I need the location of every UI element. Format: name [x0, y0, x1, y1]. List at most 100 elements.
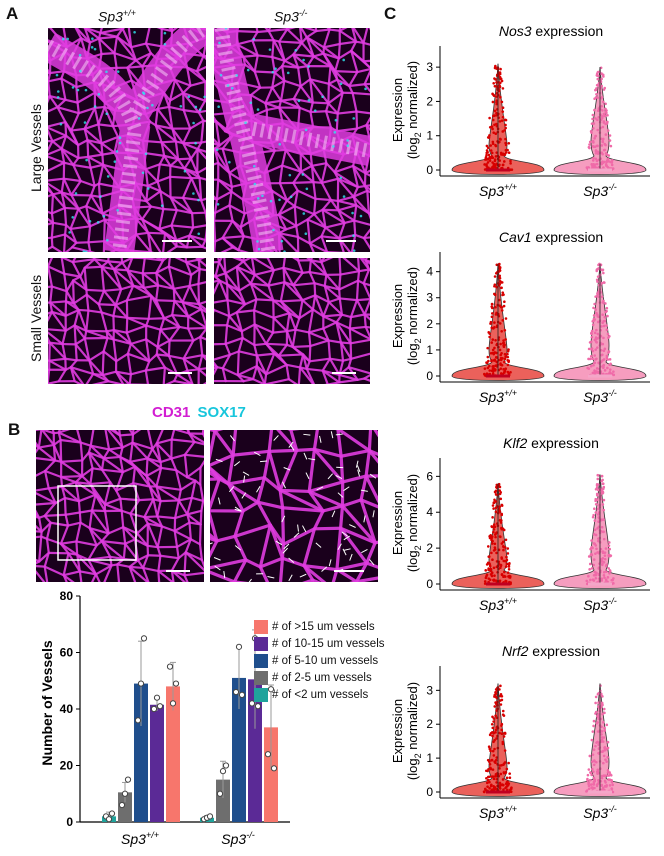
violin-point	[603, 711, 606, 715]
data-point	[150, 705, 158, 713]
violin-point	[586, 778, 589, 782]
violin-point	[498, 731, 501, 735]
violin-point	[593, 759, 596, 762]
violin-point	[595, 162, 599, 166]
violin-point	[486, 758, 490, 762]
violin-point	[595, 486, 599, 490]
violin-point	[594, 695, 598, 699]
violin-point	[596, 513, 600, 516]
violin-point	[602, 508, 606, 512]
violin-point	[493, 695, 496, 698]
violin-point	[594, 96, 598, 99]
violin-point	[492, 717, 496, 720]
violin-point	[489, 144, 493, 147]
violin-point	[606, 768, 610, 772]
violin-point	[590, 553, 594, 557]
violin-point	[495, 737, 498, 740]
violin-point	[603, 315, 607, 319]
violin-point	[486, 146, 490, 150]
violin-point	[495, 285, 498, 289]
violin-point	[586, 773, 590, 777]
violin-point	[493, 123, 496, 127]
violin-point	[494, 490, 497, 494]
violin-point	[493, 275, 497, 278]
violin-point	[506, 547, 510, 550]
violin-point	[484, 576, 488, 580]
violin-point	[504, 538, 508, 542]
violin-point	[600, 162, 604, 166]
violin-title: Cav1 expression	[499, 229, 603, 245]
violin-point	[506, 363, 510, 367]
violin-point	[502, 771, 506, 775]
violin-point	[603, 557, 607, 561]
violin-point	[606, 314, 609, 318]
violin-point	[502, 304, 506, 308]
violin-point	[485, 151, 489, 155]
violin-point	[594, 502, 598, 506]
violin-point	[600, 96, 604, 99]
violin-point	[594, 497, 598, 501]
violin-point	[491, 775, 495, 778]
violin-point	[490, 722, 494, 726]
violin-point	[601, 359, 604, 362]
violin-point	[504, 565, 508, 568]
violin-point	[495, 777, 499, 781]
violin-point	[493, 292, 496, 296]
legend-label: # of 2-5 um vessels	[272, 672, 372, 685]
violin-point	[493, 533, 497, 536]
violin-point	[587, 145, 591, 149]
violin-point	[499, 535, 502, 539]
violin-point	[503, 360, 506, 364]
violin-point	[502, 528, 506, 532]
violin-point	[498, 159, 502, 162]
violin-point	[593, 519, 597, 522]
data-point	[137, 680, 145, 687]
violin-point	[485, 563, 489, 566]
violin-point	[509, 162, 512, 165]
violin-point	[604, 310, 607, 314]
violin-point	[593, 354, 597, 357]
violin-point	[602, 518, 605, 521]
violin-point	[592, 783, 596, 786]
violin-point	[493, 760, 496, 764]
violin-point	[500, 363, 504, 367]
violin-point	[595, 159, 599, 163]
violin-point	[495, 95, 498, 98]
violin-point	[489, 322, 492, 325]
violin-point	[490, 551, 493, 555]
violin-point	[593, 137, 596, 140]
violin-point	[498, 75, 502, 79]
violin-point	[497, 482, 501, 486]
violin-point	[595, 547, 598, 551]
violin-point	[599, 80, 603, 84]
violin-point	[490, 783, 493, 787]
violin-point	[606, 756, 609, 759]
violin-point	[597, 701, 600, 705]
violin-point	[495, 124, 499, 128]
violin-point	[595, 722, 599, 725]
violin-point	[502, 735, 506, 738]
violin-point	[601, 695, 604, 698]
violin-point	[601, 137, 605, 141]
violin-nos3: Nos3 expression Expression(log2 normalize…	[390, 23, 650, 199]
violin-point	[487, 136, 491, 139]
violin-point	[596, 692, 600, 696]
violin-point	[497, 345, 500, 349]
micrograph-small-ko	[214, 258, 370, 384]
violin-point	[600, 474, 604, 478]
violin-point	[499, 497, 503, 501]
violin-point	[487, 767, 490, 771]
violin-point	[490, 358, 493, 362]
violin-point	[491, 338, 495, 341]
violin-point	[489, 534, 492, 537]
violin-point	[601, 109, 604, 112]
violin-point	[489, 567, 493, 571]
violin-point	[491, 142, 495, 146]
violin-point	[510, 786, 513, 789]
data-point	[264, 751, 272, 758]
violin-point	[501, 319, 505, 322]
violin-point	[490, 154, 494, 158]
violin-point	[609, 144, 613, 148]
violin-point	[605, 306, 609, 310]
violin-point	[494, 728, 498, 732]
